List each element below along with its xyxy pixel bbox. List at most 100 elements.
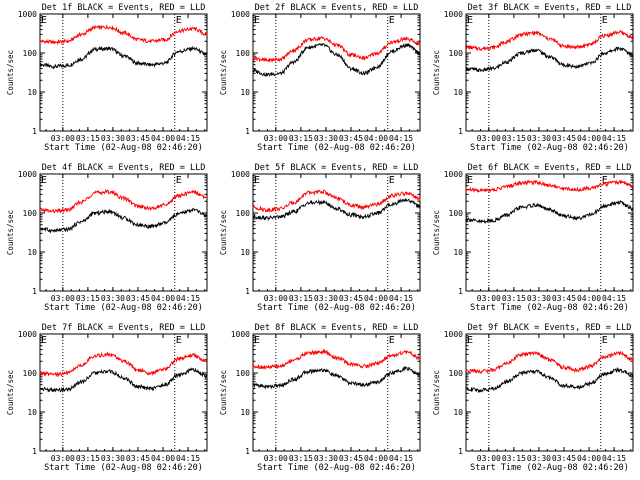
marker-label-right: E [389, 335, 395, 346]
x-tick-label: 03:15 [289, 134, 313, 143]
y-axis-label: Counts/sec [6, 370, 15, 415]
plot-frame [252, 333, 421, 452]
marker-label-right: E [176, 335, 182, 346]
plot-frame [39, 173, 208, 292]
x-tick-label: 04:00 [577, 294, 601, 303]
y-tick-label: 1 [32, 447, 37, 456]
chart-title: Det 7f BLACK = Events, RED = LLD [42, 323, 206, 333]
x-tick-label: 04:00 [151, 454, 175, 463]
y-tick-label: 100 [236, 209, 251, 218]
panel-det-1: Det 1f BLACK = Events, RED = LLD 1 10 100 10… [6, 3, 208, 153]
y-tick-label: 10 [27, 88, 37, 97]
chart-title: Det 6f BLACK = Events, RED = LLD [468, 163, 632, 173]
x-tick-label: 03:15 [76, 134, 100, 143]
x-tick-label: 03:30 [527, 454, 551, 463]
y-tick-label: 10 [453, 408, 463, 417]
x-axis-label: Start Time (02-Aug-08 02:46:20) [44, 463, 203, 473]
x-tick-label: 04:15 [176, 134, 200, 143]
panel-det-4: Det 4f BLACK = Events, RED = LLD 1 10 100 10… [6, 163, 208, 313]
x-tick-label: 04:15 [176, 454, 200, 463]
y-tick-label: 10 [27, 248, 37, 257]
x-tick-label: 04:00 [151, 294, 175, 303]
y-axis-label: Counts/sec [219, 50, 228, 95]
x-tick-label: 03:30 [101, 294, 125, 303]
x-axis-label: Start Time (02-Aug-08 02:46:20) [470, 303, 629, 313]
y-tick-label: 100 [236, 49, 251, 58]
y-tick-label: 1000 [18, 170, 37, 179]
x-tick-label: 03:15 [76, 454, 100, 463]
x-tick-label: 04:15 [602, 134, 626, 143]
y-tick-label: 1 [32, 287, 37, 296]
x-tick-label: 03:00 [477, 454, 501, 463]
marker-label-right: E [389, 15, 395, 26]
marker-label-right: E [389, 175, 395, 186]
x-tick-label: 04:00 [151, 134, 175, 143]
y-tick-label: 1 [458, 127, 463, 136]
marker-label-left: E [41, 15, 47, 26]
y-tick-label: 100 [23, 209, 38, 218]
marker-label-right: E [602, 175, 608, 186]
y-tick-label: 1000 [18, 330, 37, 339]
y-tick-label: 100 [449, 209, 464, 218]
series-events-line [465, 366, 634, 394]
x-tick-label: 03:00 [264, 294, 288, 303]
x-tick-label: 03:15 [76, 294, 100, 303]
x-tick-label: 03:30 [314, 294, 338, 303]
x-tick-label: 03:30 [527, 294, 551, 303]
marker-label-right: E [602, 335, 608, 346]
y-axis-label: Counts/sec [6, 210, 15, 255]
y-tick-label: 10 [240, 88, 250, 97]
series-lld-line [39, 351, 208, 378]
series-lld-line [252, 35, 421, 63]
y-tick-label: 1000 [444, 330, 463, 339]
panel-det-9: Det 9f BLACK = Events, RED = LLD 1 10 100 10… [432, 323, 634, 473]
x-axis-label: Start Time (02-Aug-08 02:46:20) [257, 463, 416, 473]
series-lld-line [466, 29, 634, 52]
series-lld-line [252, 348, 421, 370]
chart-title: Det 4f BLACK = Events, RED = LLD [42, 163, 206, 173]
x-tick-label: 03:30 [101, 454, 125, 463]
chart-title: Det 8f BLACK = Events, RED = LLD [255, 323, 419, 333]
marker-label-left: E [254, 175, 260, 186]
y-tick-label: 1 [32, 127, 37, 136]
x-tick-label: 03:00 [51, 134, 75, 143]
x-tick-label: 04:15 [602, 294, 626, 303]
panel-det-3: Det 3f BLACK = Events, RED = LLD 1 10 100 10… [432, 3, 634, 153]
y-tick-label: 100 [23, 369, 38, 378]
x-tick-label: 03:45 [552, 294, 576, 303]
panel-det-7: Det 7f BLACK = Events, RED = LLD 1 10 100 10… [6, 323, 208, 473]
x-tick-label: 04:15 [389, 294, 413, 303]
marker-label-left: E [254, 15, 260, 26]
x-tick-label: 03:15 [289, 454, 313, 463]
x-axis-label: Start Time (02-Aug-08 02:46:20) [257, 143, 416, 153]
x-tick-label: 03:30 [314, 454, 338, 463]
x-tick-label: 03:00 [51, 454, 75, 463]
y-tick-label: 1000 [18, 10, 37, 19]
x-tick-label: 04:15 [389, 134, 413, 143]
x-tick-label: 04:00 [577, 134, 601, 143]
x-tick-label: 03:45 [552, 134, 576, 143]
marker-label-right: E [602, 15, 608, 26]
chart-title: Det 5f BLACK = Events, RED = LLD [255, 163, 419, 173]
series-events-line [39, 367, 208, 394]
x-tick-label: 03:45 [126, 134, 150, 143]
x-axis-label: Start Time (02-Aug-08 02:46:20) [257, 303, 416, 313]
x-tick-label: 04:00 [577, 454, 601, 463]
y-tick-label: 1 [245, 447, 250, 456]
plot-frame [252, 13, 421, 132]
x-tick-label: 04:15 [602, 454, 626, 463]
series-events-line [252, 42, 421, 77]
chart-title: Det 2f BLACK = Events, RED = LLD [255, 3, 419, 13]
x-tick-label: 03:00 [264, 454, 288, 463]
x-tick-label: 03:45 [339, 294, 363, 303]
panel-det-5: Det 5f BLACK = Events, RED = LLD 1 10 100 10… [219, 163, 421, 313]
series-events-line [39, 208, 208, 234]
x-tick-label: 04:00 [364, 454, 388, 463]
marker-label-left: E [41, 335, 47, 346]
x-tick-label: 03:00 [264, 134, 288, 143]
x-tick-label: 03:45 [339, 134, 363, 143]
series-lld-line [465, 179, 634, 193]
marker-label-left: E [254, 335, 260, 346]
x-tick-label: 03:00 [477, 294, 501, 303]
